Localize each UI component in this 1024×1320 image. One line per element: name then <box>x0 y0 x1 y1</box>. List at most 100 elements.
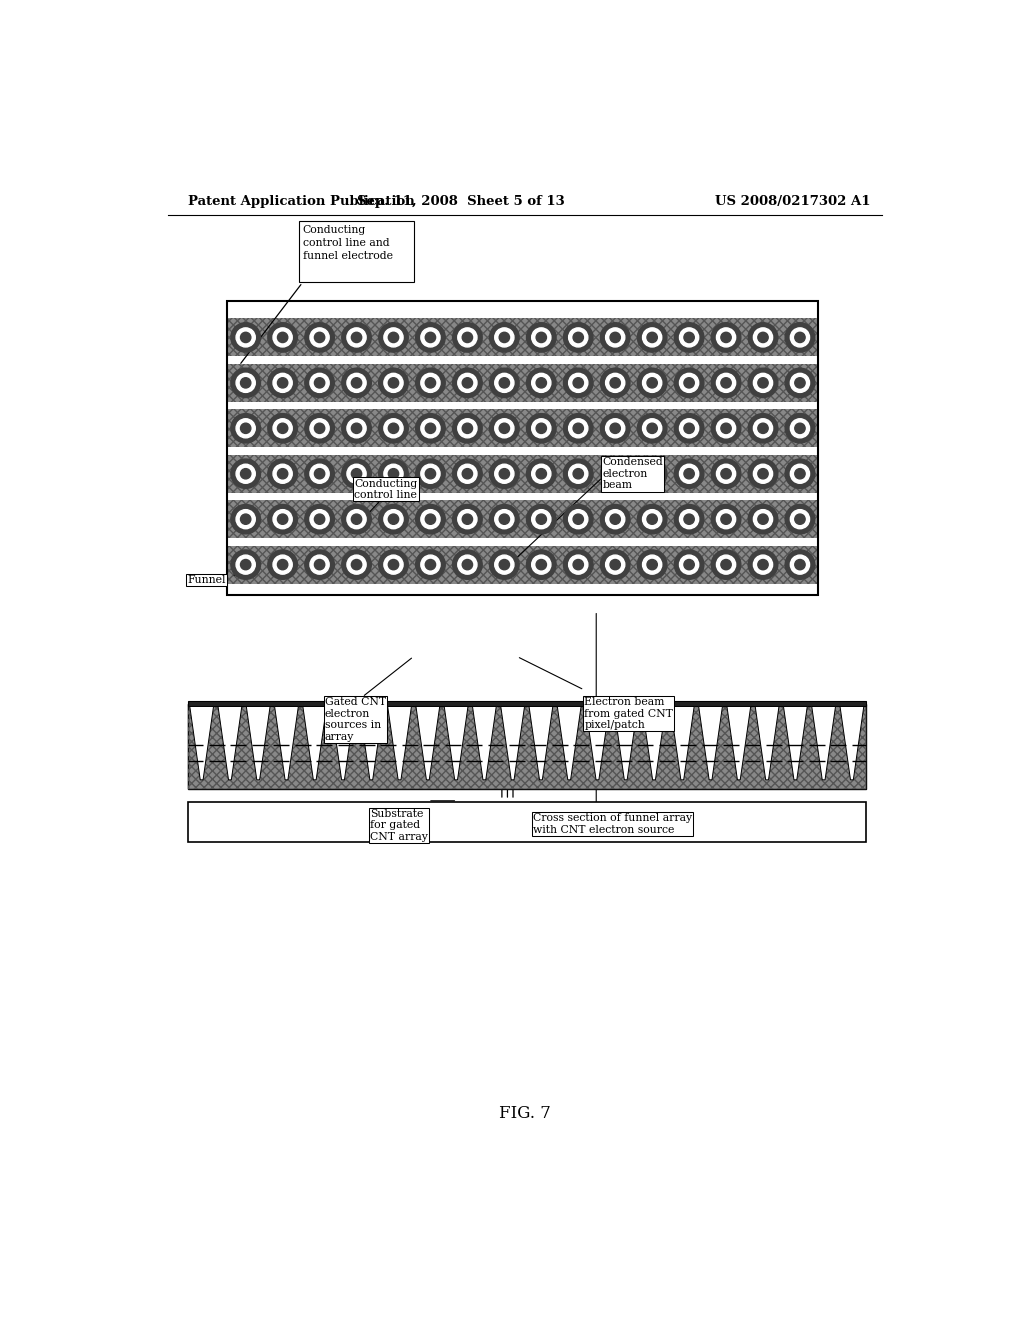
Ellipse shape <box>310 465 329 483</box>
Polygon shape <box>586 706 609 780</box>
Text: Patent Application Publication: Patent Application Publication <box>187 194 415 207</box>
Ellipse shape <box>388 424 398 433</box>
Ellipse shape <box>717 418 735 438</box>
Ellipse shape <box>637 413 667 444</box>
Ellipse shape <box>237 374 255 392</box>
Ellipse shape <box>675 322 703 352</box>
Ellipse shape <box>749 322 778 352</box>
Bar <box>227 447 818 454</box>
Ellipse shape <box>278 333 288 343</box>
Polygon shape <box>756 706 779 780</box>
Ellipse shape <box>314 424 325 433</box>
Ellipse shape <box>568 374 588 392</box>
Ellipse shape <box>758 469 768 479</box>
Bar <box>187 701 866 706</box>
Ellipse shape <box>563 459 593 488</box>
Ellipse shape <box>273 465 292 483</box>
Ellipse shape <box>610 424 621 433</box>
Ellipse shape <box>489 504 519 533</box>
Ellipse shape <box>268 368 297 397</box>
Ellipse shape <box>384 556 403 574</box>
Ellipse shape <box>425 333 435 343</box>
Ellipse shape <box>563 368 593 397</box>
Bar <box>187 704 866 789</box>
Ellipse shape <box>526 322 556 352</box>
Ellipse shape <box>600 322 630 352</box>
Ellipse shape <box>273 510 292 529</box>
Ellipse shape <box>241 469 251 479</box>
Bar <box>187 803 866 842</box>
Ellipse shape <box>531 418 551 438</box>
Ellipse shape <box>384 374 403 392</box>
Ellipse shape <box>241 424 251 433</box>
Ellipse shape <box>610 378 621 388</box>
Ellipse shape <box>425 378 435 388</box>
Ellipse shape <box>791 556 810 574</box>
Text: Sep. 11, 2008  Sheet 5 of 13: Sep. 11, 2008 Sheet 5 of 13 <box>357 194 565 207</box>
Ellipse shape <box>563 322 593 352</box>
Ellipse shape <box>712 322 740 352</box>
Ellipse shape <box>342 368 372 397</box>
Ellipse shape <box>600 368 630 397</box>
Ellipse shape <box>237 556 255 574</box>
Ellipse shape <box>462 560 472 570</box>
Ellipse shape <box>499 424 510 433</box>
Ellipse shape <box>305 504 335 533</box>
Ellipse shape <box>642 556 662 574</box>
Ellipse shape <box>241 378 251 388</box>
Ellipse shape <box>495 556 514 574</box>
Ellipse shape <box>675 368 703 397</box>
Ellipse shape <box>573 560 584 570</box>
Ellipse shape <box>278 513 288 524</box>
Ellipse shape <box>600 413 630 444</box>
Polygon shape <box>388 706 412 780</box>
Ellipse shape <box>351 469 361 479</box>
Ellipse shape <box>526 504 556 533</box>
Ellipse shape <box>241 333 251 343</box>
Ellipse shape <box>458 327 477 347</box>
Ellipse shape <box>568 556 588 574</box>
Ellipse shape <box>684 469 694 479</box>
Ellipse shape <box>791 510 810 529</box>
Ellipse shape <box>278 424 288 433</box>
Ellipse shape <box>416 368 445 397</box>
Ellipse shape <box>684 424 694 433</box>
Ellipse shape <box>537 469 547 479</box>
Bar <box>299 222 414 282</box>
Ellipse shape <box>785 413 815 444</box>
Bar <box>227 583 818 595</box>
Ellipse shape <box>642 327 662 347</box>
Ellipse shape <box>351 513 361 524</box>
Ellipse shape <box>230 322 260 352</box>
Ellipse shape <box>605 556 625 574</box>
Ellipse shape <box>721 333 731 343</box>
Ellipse shape <box>230 504 260 533</box>
Bar <box>227 301 818 595</box>
Ellipse shape <box>384 418 403 438</box>
Ellipse shape <box>610 560 621 570</box>
Ellipse shape <box>791 418 810 438</box>
Ellipse shape <box>531 510 551 529</box>
Ellipse shape <box>241 513 251 524</box>
Ellipse shape <box>425 424 435 433</box>
Ellipse shape <box>388 378 398 388</box>
Ellipse shape <box>605 374 625 392</box>
Ellipse shape <box>462 424 472 433</box>
Polygon shape <box>840 706 864 780</box>
Ellipse shape <box>388 560 398 570</box>
Ellipse shape <box>675 413 703 444</box>
Ellipse shape <box>573 469 584 479</box>
Ellipse shape <box>495 374 514 392</box>
Ellipse shape <box>605 418 625 438</box>
Ellipse shape <box>273 418 292 438</box>
Ellipse shape <box>717 327 735 347</box>
Ellipse shape <box>647 469 657 479</box>
Ellipse shape <box>379 550 409 579</box>
Ellipse shape <box>712 368 740 397</box>
Ellipse shape <box>347 465 367 483</box>
Ellipse shape <box>230 413 260 444</box>
Ellipse shape <box>712 459 740 488</box>
Ellipse shape <box>489 413 519 444</box>
Ellipse shape <box>241 560 251 570</box>
Ellipse shape <box>425 560 435 570</box>
